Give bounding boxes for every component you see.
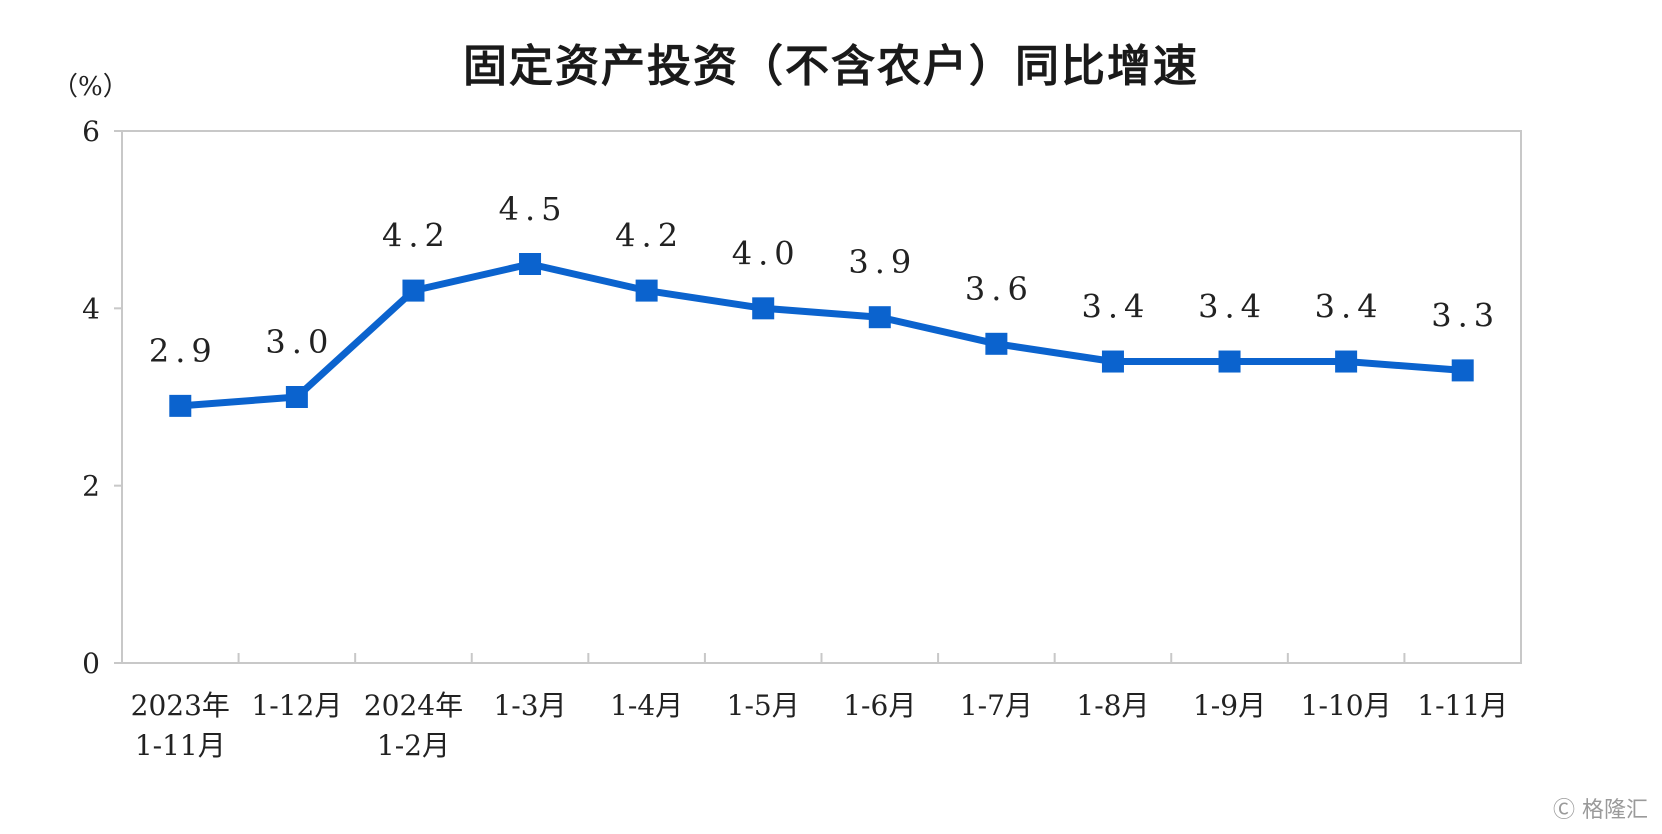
data-label: 2.9 [149, 332, 218, 370]
x-tick-label: 1-4月 [610, 689, 683, 722]
y-axis: 0 2 4 6 [82, 115, 122, 680]
data-point [519, 253, 542, 275]
data-point [1451, 359, 1474, 382]
x-tick-label: 1-9月 [1193, 689, 1266, 722]
x-tick-label: 1-5月 [727, 689, 800, 722]
data-point [868, 306, 891, 329]
plot-frame [121, 130, 1522, 664]
data-point [1101, 350, 1124, 373]
data-labels: 2.9 3.0 4.2 4.5 4.2 4.0 3.9 3.6 3.4 3.4 3.4 3.3 [149, 190, 1500, 370]
data-label: 3.4 [1082, 288, 1151, 326]
data-point [402, 279, 425, 302]
data-point [1335, 350, 1358, 373]
x-tick-label: 2024年 [364, 689, 463, 722]
x-tick-label: 2023年 [131, 689, 230, 722]
x-tick-label: 1-2月 [377, 729, 450, 762]
y-tick-label: 0 [82, 647, 100, 680]
y-tick-label: 4 [82, 292, 100, 325]
data-label: 3.4 [1315, 288, 1384, 326]
x-tick-label: 1-7月 [960, 689, 1033, 722]
data-label: 3.9 [848, 243, 917, 281]
data-point [635, 279, 658, 302]
x-tick-label: 1-12月 [251, 689, 342, 722]
watermark-text: 格隆汇 [1581, 798, 1648, 823]
watermark-logo-icon: Ⓒ [1552, 798, 1575, 823]
y-tick-label: 2 [82, 470, 100, 503]
data-label: 3.3 [1431, 296, 1500, 334]
x-tick-label: 1-10月 [1301, 689, 1392, 722]
data-point [752, 297, 775, 320]
x-tick-label: 1-11月 [135, 729, 226, 762]
data-point [285, 386, 308, 408]
y-tick-label: 6 [82, 115, 100, 148]
data-point [1218, 350, 1241, 373]
y-axis-unit-label: （%） [52, 72, 129, 102]
data-label: 3.4 [1198, 288, 1267, 326]
data-label: 4.2 [382, 217, 451, 255]
data-label: 3.0 [265, 323, 334, 361]
data-label: 3.6 [965, 270, 1034, 308]
x-tick-label: 1-8月 [1076, 689, 1149, 722]
data-point [169, 394, 192, 417]
data-label: 4.5 [499, 190, 568, 228]
x-tick-label: 1-11月 [1417, 689, 1508, 722]
data-label: 4.2 [615, 217, 684, 255]
markers [169, 253, 1474, 417]
data-point [985, 332, 1008, 355]
x-tick-label: 1-6月 [843, 689, 916, 722]
series-line [176, 260, 1467, 410]
x-tick-label: 1-3月 [493, 689, 566, 722]
watermark: Ⓒ 格隆汇 [1553, 792, 1648, 824]
data-label: 4.0 [732, 234, 801, 272]
chart-title: 固定资产投资（不含农户）同比增速 [463, 41, 1199, 92]
x-axis: 2023年 1-11月 1-12月 2024年 1-2月 1-3月 1-4月 1-5月 1-6月… [131, 653, 1508, 762]
